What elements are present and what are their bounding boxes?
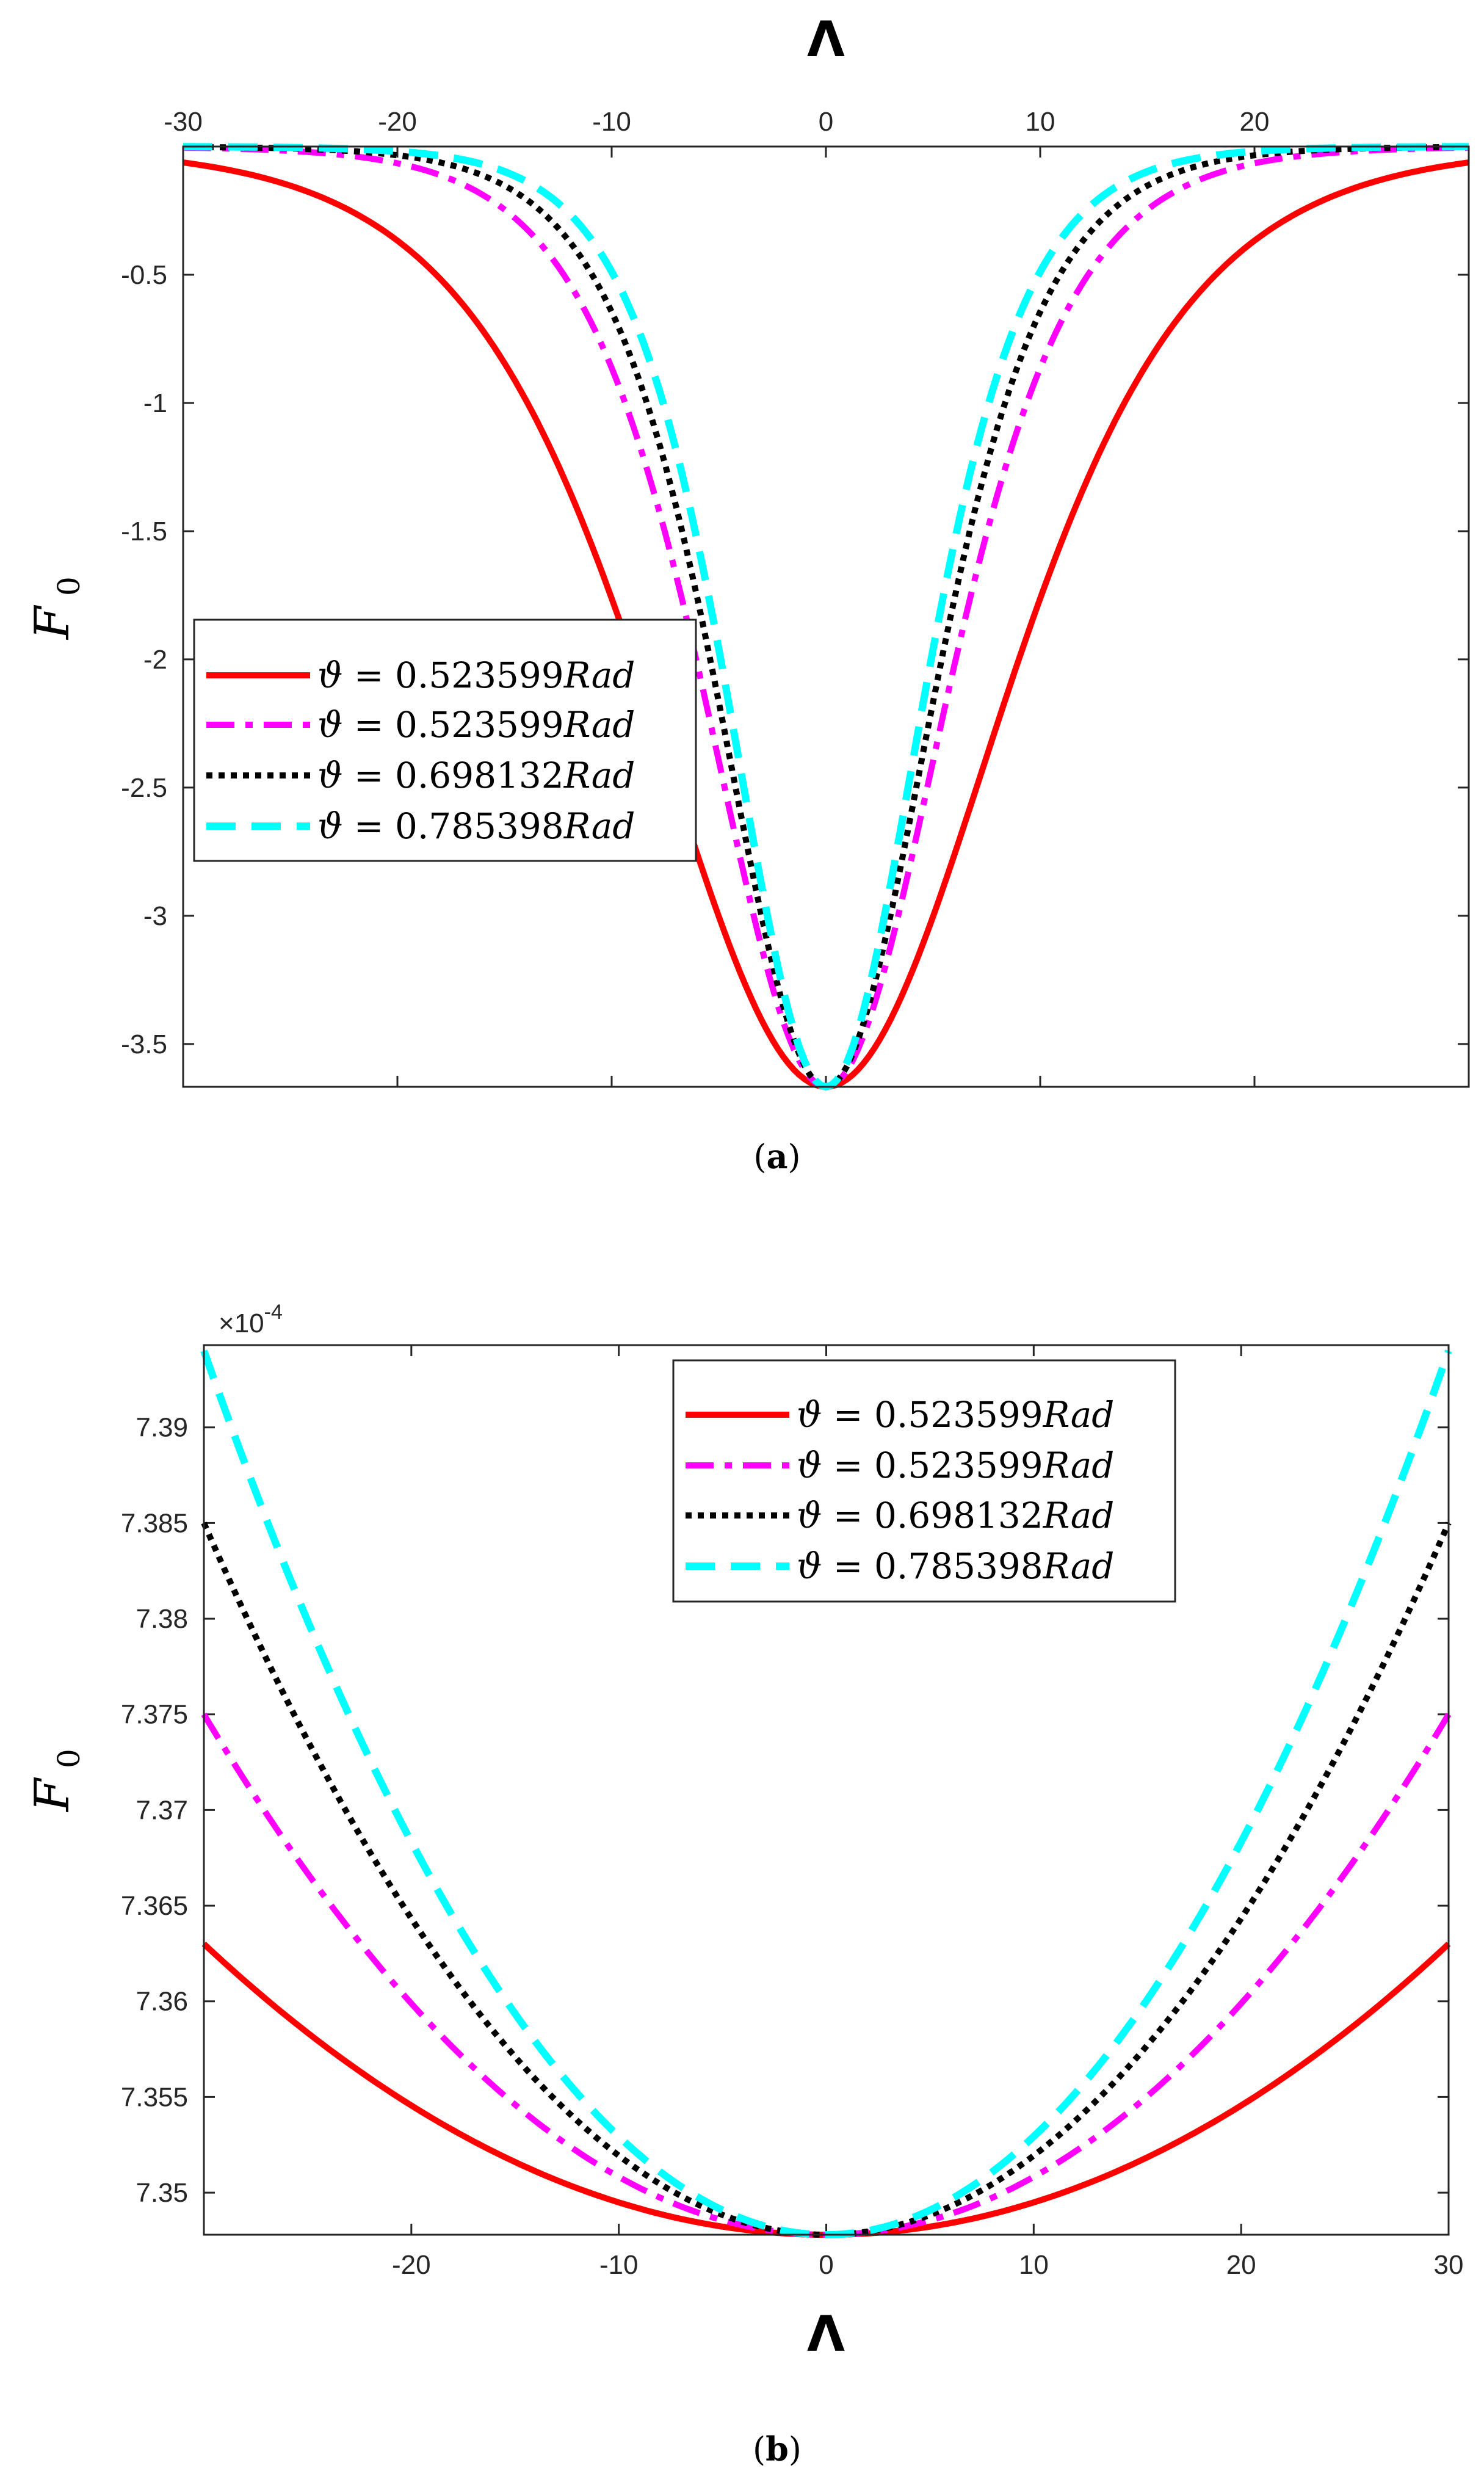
svg-text:F: F (25, 1777, 80, 1813)
x-axis-label-a: Λ (807, 11, 845, 68)
a-ytick-label-6: -3.5 (121, 1029, 167, 1059)
b-xtick-label-1: -10 (599, 2250, 639, 2280)
legend-b-entry-2: ϑ = 0.698132Rad (797, 1495, 1114, 1536)
a-ytick-label-3: -2 (143, 645, 167, 675)
b-ytick-label-1: 7.355 (121, 2082, 188, 2112)
tick-group-a: -30 -20 -10 0 10 20 -0.5 -1 -1.5 -2 -2.5 -3 -3.5 (121, 107, 1469, 1087)
b-xtick-label-4: 20 (1226, 2250, 1256, 2280)
a-ytick-label-4: -2.5 (121, 773, 167, 803)
a-ytick-label-1: -1 (143, 388, 167, 418)
y-axis-label-a: F 0 (25, 576, 87, 640)
b-ytick-label-2: 7.36 (136, 1987, 188, 2017)
b-ytick-label-4: 7.37 (136, 1795, 188, 1825)
legend-b-entry-3: ϑ = 0.785398Rad (797, 1545, 1114, 1587)
b-ytick-label-5: 7.375 (121, 1700, 188, 1730)
plot-frame-a (182, 145, 1470, 1088)
a-xtick-label-5: 20 (1240, 107, 1270, 137)
b-xtick-label-3: 10 (1019, 2250, 1049, 2280)
legend-b-entry-1: ϑ = 0.523599Rad (797, 1445, 1114, 1486)
caption-a: (a) (753, 1137, 800, 1176)
a-xtick-label-3: 0 (819, 107, 833, 137)
svg-text:0: 0 (51, 1749, 87, 1768)
a-xtick-label-2: -10 (592, 107, 631, 137)
legend-b: ϑ = 0.523599Rad ϑ = 0.523599Rad ϑ = 0.69… (672, 1359, 1176, 1603)
panel-b: -20 -10 0 10 20 30 7.35 7.355 7.36 7.365 7.37 7.375… (25, 1301, 1463, 2469)
plot-frame-b (203, 1344, 1450, 2236)
svg-text:F: F (25, 604, 80, 640)
a-xtick-label-1: -20 (378, 107, 417, 137)
a-xtick-label-4: 10 (1026, 107, 1055, 137)
b-ytick-label-3: 7.365 (121, 1891, 188, 1921)
a-xtick-label-0: -30 (164, 107, 203, 137)
y-axis-label-b: F 0 (25, 1749, 87, 1813)
a-series-line-2 (183, 143, 1469, 1090)
x-axis-label-b: Λ (807, 2306, 845, 2362)
y-exponent-label-b: ×10-4 (219, 1301, 283, 1338)
a-ytick-label-0: -0.5 (121, 260, 167, 290)
legend-a: ϑ = 0.523599Rad ϑ = 0.523599Rad ϑ = 0.69… (193, 619, 697, 862)
b-ytick-label-7: 7.385 (121, 1508, 188, 1538)
legend-box-b (672, 1359, 1176, 1603)
legend-a-entry-2: ϑ = 0.698132Rad (317, 755, 635, 796)
legend-a-entry-1: ϑ = 0.523599Rad (317, 704, 635, 746)
tick-group-b: -20 -10 0 10 20 30 7.35 7.355 7.36 7.365 7.37 7.375… (121, 1345, 1464, 2280)
a-ytick-label-2: -1.5 (121, 517, 167, 546)
panel-a: -30 -20 -10 0 10 20 -0.5 -1 -1.5 -2 -2.5 -3 -3.5 Λ F… (25, 11, 1470, 1176)
legend-box-a (193, 619, 697, 862)
b-ytick-label-6: 7.38 (136, 1604, 188, 1634)
plot-area-a (183, 147, 1469, 1087)
legend-b-entry-0: ϑ = 0.523599Rad (797, 1394, 1114, 1435)
svg-text:0: 0 (51, 576, 87, 596)
legend-a-entry-0: ϑ = 0.523599Rad (317, 655, 635, 696)
a-ytick-label-5: -3 (143, 901, 167, 931)
b-ytick-label-8: 7.39 (136, 1413, 188, 1443)
b-xtick-label-2: 0 (819, 2250, 833, 2280)
b-ytick-label-0: 7.35 (136, 2178, 188, 2208)
b-xtick-label-0: -20 (392, 2250, 431, 2280)
caption-b: (b) (753, 2429, 802, 2469)
legend-a-entry-3: ϑ = 0.785398Rad (317, 805, 635, 847)
b-xtick-label-5: 30 (1434, 2250, 1464, 2280)
